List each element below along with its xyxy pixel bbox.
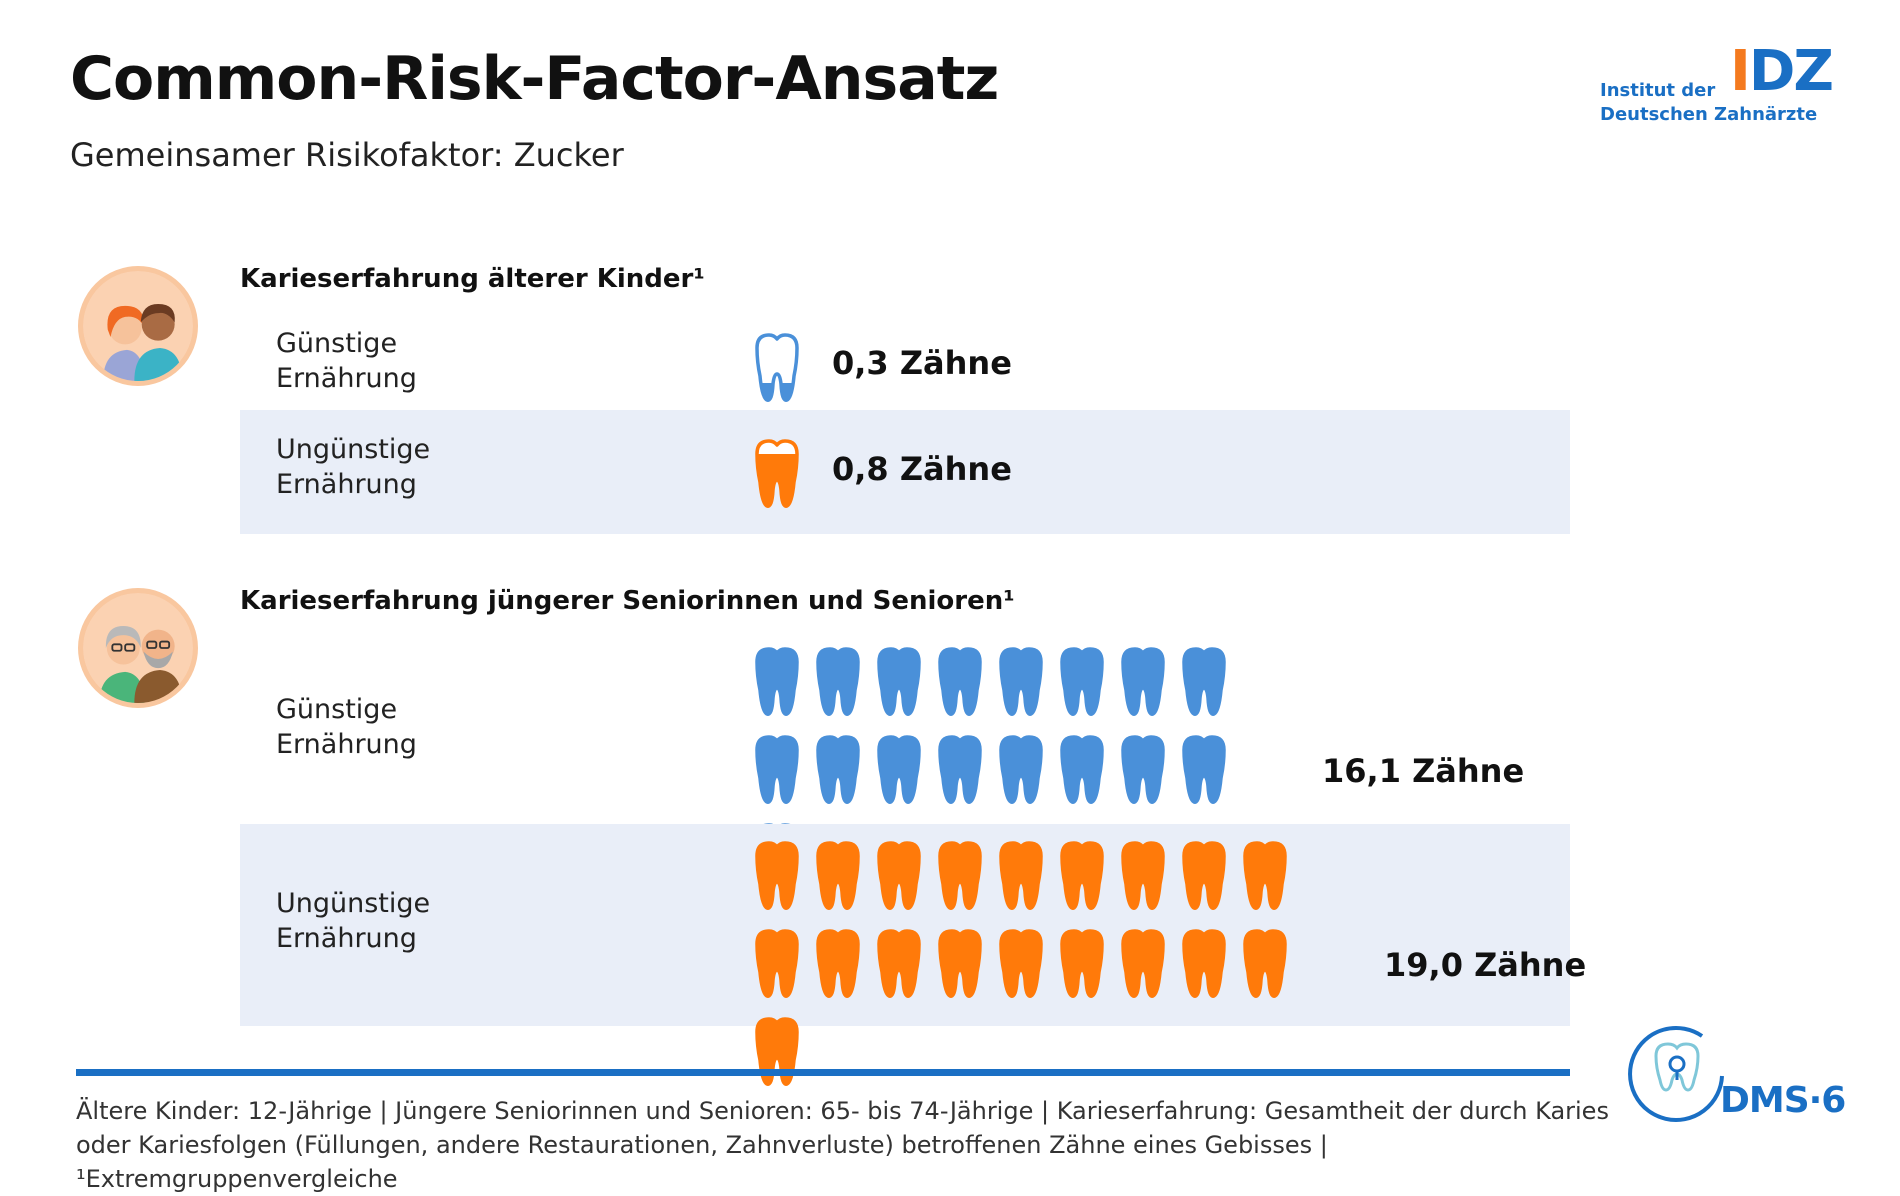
dms-logo: DMS·6 bbox=[1622, 1018, 1846, 1128]
idz-logo-mark: IDZ bbox=[1730, 44, 1834, 100]
tooth-icon bbox=[816, 929, 860, 998]
row-highlight bbox=[240, 410, 1570, 534]
children-icon bbox=[78, 266, 198, 386]
tooth-icon bbox=[755, 735, 799, 804]
tooth-icon bbox=[999, 929, 1043, 998]
row-label-line: Ungünstige bbox=[276, 434, 431, 465]
value-label-children-unfavorable: 0,8 Zähne bbox=[832, 450, 1012, 488]
group-title-children: Karieserfahrung älterer Kinder¹ bbox=[240, 264, 705, 294]
value-label-seniors-favorable: 16,1 Zähne bbox=[1322, 752, 1525, 790]
row-label-line: Ernährung bbox=[276, 363, 417, 394]
row-label-children-unfavorable: Ungünstige Ernährung bbox=[276, 432, 430, 502]
tooth-icon bbox=[1121, 929, 1165, 998]
tooth-icon bbox=[1243, 929, 1287, 998]
page-title: Common-Risk-Factor-Ansatz bbox=[70, 44, 999, 114]
tooth-icon bbox=[877, 841, 921, 910]
tooth-icon bbox=[877, 735, 921, 804]
tooth-icon bbox=[755, 333, 799, 402]
row-label-line: Ernährung bbox=[276, 469, 417, 500]
tooth-icon bbox=[755, 647, 799, 716]
row-label-seniors-unfavorable: Ungünstige Ernährung bbox=[276, 886, 430, 956]
tooth-icon bbox=[1121, 841, 1165, 910]
value-label-children-favorable: 0,3 Zähne bbox=[832, 344, 1012, 382]
row-label-line: Günstige bbox=[276, 328, 398, 359]
page-subtitle: Gemeinsamer Risikofaktor: Zucker bbox=[70, 136, 624, 174]
tooth-icon bbox=[1182, 929, 1226, 998]
tooth-icon bbox=[1182, 647, 1226, 716]
tooth-magnifier-icon bbox=[1628, 1025, 1724, 1122]
idz-logo: Institut der Deutschen Zahnärzte IDZ bbox=[1600, 44, 1840, 134]
tooth-icon bbox=[755, 1017, 799, 1086]
row-label-line: Günstige bbox=[276, 694, 398, 725]
tooth-icon bbox=[1121, 647, 1165, 716]
tooth-icon bbox=[877, 647, 921, 716]
dms-logo-text: DMS·6 bbox=[1720, 1080, 1846, 1121]
tooth-icon bbox=[816, 735, 860, 804]
tooth-icon bbox=[938, 647, 982, 716]
row-label-line: Ernährung bbox=[276, 923, 417, 954]
footnote: Ältere Kinder: 12-Jährige | Jüngere Seni… bbox=[76, 1094, 1616, 1196]
tooth-icon bbox=[938, 841, 982, 910]
seniors-icon bbox=[78, 588, 198, 708]
tooth-icon bbox=[755, 841, 799, 910]
tooth-icon bbox=[999, 735, 1043, 804]
tooth-icon bbox=[1060, 647, 1104, 716]
idz-logo-line1: Institut der bbox=[1600, 80, 1716, 101]
tooth-icon bbox=[1060, 735, 1104, 804]
row-label-seniors-favorable: Günstige Ernährung bbox=[276, 692, 417, 762]
footer-rule bbox=[76, 1069, 1570, 1076]
tooth-icon bbox=[1060, 929, 1104, 998]
row-label-children-favorable: Günstige Ernährung bbox=[276, 326, 417, 396]
idz-logo-mark-i: I bbox=[1730, 39, 1751, 104]
group-title-seniors: Karieserfahrung jüngerer Seniorinnen und… bbox=[240, 586, 1015, 616]
footnote-line1: Ältere Kinder: 12-Jährige | Jüngere Seni… bbox=[76, 1097, 1609, 1125]
tooth-icon bbox=[755, 929, 799, 998]
idz-logo-line2: Deutschen Zahnärzte bbox=[1600, 104, 1818, 125]
row-label-line: Ernährung bbox=[276, 729, 417, 760]
tooth-icon bbox=[1182, 841, 1226, 910]
tooth-icon bbox=[938, 735, 982, 804]
value-label-seniors-unfavorable: 19,0 Zähne bbox=[1384, 946, 1587, 984]
tooth-icon bbox=[755, 439, 799, 508]
tooth-icon bbox=[999, 841, 1043, 910]
tooth-icon bbox=[938, 929, 982, 998]
row-label-line: Ungünstige bbox=[276, 888, 431, 919]
footnote-line2: oder Kariesfolgen (Füllungen, andere Res… bbox=[76, 1131, 1328, 1193]
tooth-icon bbox=[877, 929, 921, 998]
tooth-icon bbox=[1060, 841, 1104, 910]
tooth-icon bbox=[1121, 735, 1165, 804]
idz-logo-mark-dz: DZ bbox=[1748, 39, 1834, 104]
tooth-icon bbox=[999, 647, 1043, 716]
tooth-icon bbox=[816, 647, 860, 716]
tooth-icon bbox=[816, 841, 860, 910]
tooth-icon bbox=[1243, 841, 1287, 910]
tooth-icon bbox=[1182, 735, 1226, 804]
